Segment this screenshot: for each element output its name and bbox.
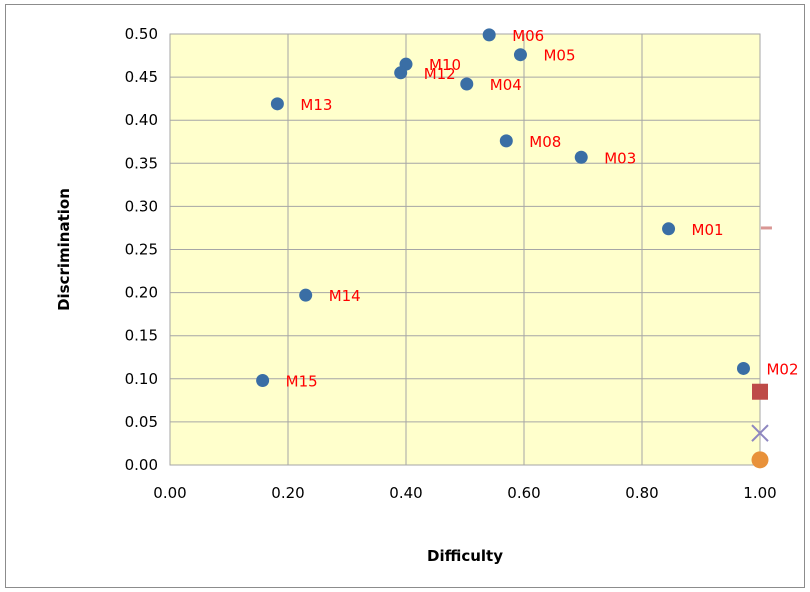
y-tick-label: 0.50 <box>125 25 158 43</box>
data-point <box>499 134 513 148</box>
point-label: M15 <box>286 373 318 391</box>
y-tick-label: 0.15 <box>125 327 158 345</box>
x-tick-labels: 0.00 0.20 0.40 0.60 0.80 1.00 <box>153 484 776 502</box>
data-point <box>299 288 313 302</box>
data-point <box>394 66 408 80</box>
point-label: M01 <box>692 221 724 239</box>
data-point <box>256 374 270 388</box>
y-tick-label: 0.00 <box>125 456 158 474</box>
y-tick-label: 0.45 <box>125 68 158 86</box>
point-label: M03 <box>604 149 636 167</box>
data-point <box>574 150 588 164</box>
point-label: M13 <box>300 96 332 114</box>
point-label: M14 <box>329 287 361 305</box>
point-label: M06 <box>512 27 544 45</box>
y-tick-label: 0.30 <box>125 197 158 215</box>
data-point <box>513 48 527 62</box>
y-tick-label: 0.10 <box>125 370 158 388</box>
data-point <box>736 361 750 375</box>
point-label: M04 <box>490 76 522 94</box>
y-tick-label: 0.05 <box>125 413 158 431</box>
x-tick-label: 0.20 <box>271 484 304 502</box>
data-point <box>752 383 768 400</box>
data-point <box>270 97 284 111</box>
y-tick-label: 0.25 <box>125 241 158 259</box>
point-label: M10 <box>429 56 461 74</box>
y-axis-title: Discrimination <box>55 188 73 311</box>
data-point <box>460 77 474 91</box>
point-label: M02 <box>766 360 798 378</box>
gridlines <box>169 33 761 466</box>
point-label: M05 <box>543 47 575 65</box>
point-label: M08 <box>529 133 561 151</box>
chart-frame: 0.00 0.05 0.10 0.15 0.20 0.25 0.30 0.35 0.40 0.45… <box>5 4 805 588</box>
x-tick-label: 1.00 <box>743 484 776 502</box>
data-point <box>751 424 769 442</box>
x-tick-label: 0.60 <box>507 484 540 502</box>
data-point <box>662 222 676 236</box>
point-label: M12 <box>424 65 456 83</box>
scatter-chart: 0.00 0.05 0.10 0.15 0.20 0.25 0.30 0.35 0.40 0.45… <box>55 25 799 565</box>
y-tick-label: 0.20 <box>125 284 158 302</box>
x-tick-label: 0.80 <box>625 484 658 502</box>
data-point <box>482 28 496 42</box>
x-axis-title: Difficulty <box>427 547 503 565</box>
x-tick-label: 0.00 <box>153 484 186 502</box>
y-tick-label: 0.35 <box>125 154 158 172</box>
x-tick-label: 0.40 <box>389 484 422 502</box>
data-point <box>751 451 769 469</box>
y-tick-labels: 0.00 0.05 0.10 0.15 0.20 0.25 0.30 0.35 0.40 0.45… <box>125 25 158 474</box>
y-tick-label: 0.40 <box>125 111 158 129</box>
